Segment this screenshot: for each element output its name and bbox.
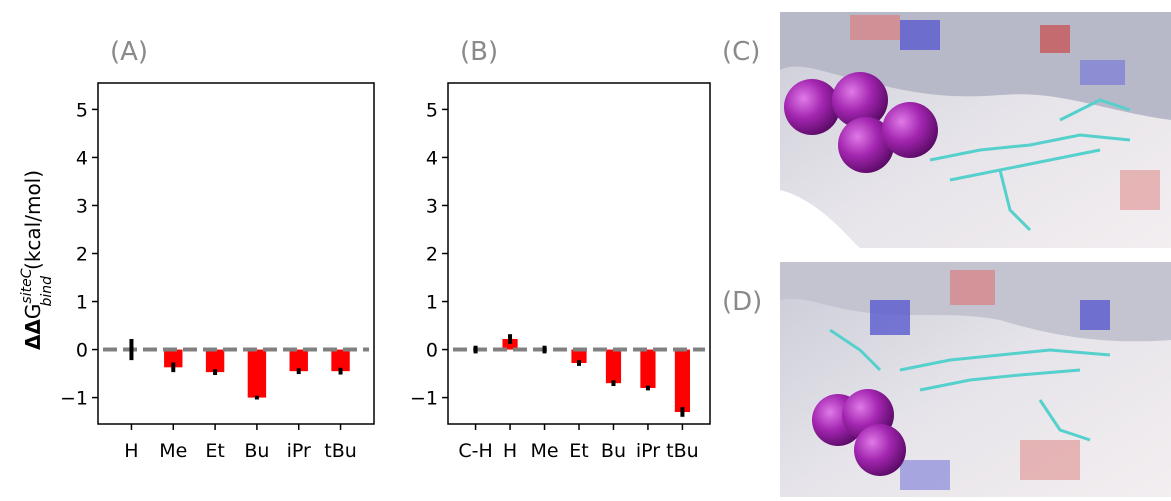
molecule-image-d	[780, 262, 1171, 497]
panel-label: (D)	[722, 287, 762, 317]
y-label-unit: (kcal/mol)	[21, 170, 45, 270]
y-tick-label: 2	[76, 244, 88, 266]
molecule-image-c	[780, 12, 1171, 248]
bar	[164, 349, 183, 368]
x-tick-label: tBu	[666, 440, 699, 462]
y-tick-label: 4	[76, 147, 88, 169]
y-tick-label: 0	[426, 340, 438, 362]
bar	[674, 349, 691, 412]
axes-frame	[97, 82, 375, 425]
panel-label: (A)	[110, 37, 148, 67]
x-tick-label: Et	[205, 440, 224, 462]
bar	[571, 349, 587, 364]
y-label-prefix: ΔΔ	[21, 319, 45, 350]
axes-frame	[447, 82, 711, 425]
y-tick-label: 3	[76, 195, 88, 217]
y-label-main: G	[21, 304, 45, 320]
bar	[502, 338, 518, 350]
x-tick-label: iPr	[636, 440, 660, 462]
y-tick-label: 0	[76, 340, 88, 362]
x-tick-label: Bu	[601, 440, 626, 462]
bar	[640, 349, 656, 388]
y-tick-label: 1	[426, 292, 438, 314]
y-tick-label: 4	[426, 147, 438, 169]
y-tick-label: −1	[410, 388, 438, 410]
bar	[205, 349, 225, 373]
bar	[247, 349, 267, 398]
bar	[289, 349, 308, 372]
x-tick-label: Et	[569, 440, 588, 462]
y-tick-label: 5	[426, 99, 438, 121]
y-tick-label: 2	[426, 244, 438, 266]
x-tick-label: C-H	[458, 440, 492, 462]
x-tick-label: H	[124, 440, 138, 462]
x-tick-label: H	[503, 440, 517, 462]
bar	[605, 349, 622, 384]
x-tick-label: iPr	[287, 440, 311, 462]
x-tick-label: tBu	[324, 440, 357, 462]
y-tick-label: 5	[76, 99, 88, 121]
panel-label: (C)	[722, 37, 760, 67]
y-tick-label: 3	[426, 195, 438, 217]
y-label-subscript: bind	[39, 276, 55, 307]
bar	[331, 349, 350, 372]
x-tick-label: Me	[530, 440, 558, 462]
y-tick-label: 1	[76, 292, 88, 314]
y-tick-label: −1	[60, 388, 88, 410]
x-tick-label: Bu	[244, 440, 269, 462]
y-label-superscript: siteC	[19, 268, 35, 303]
panel-label: (B)	[460, 37, 498, 67]
y-axis-label: ΔΔGsiteC bind (kcal/mol)	[19, 170, 55, 350]
x-tick-label: Me	[159, 440, 187, 462]
